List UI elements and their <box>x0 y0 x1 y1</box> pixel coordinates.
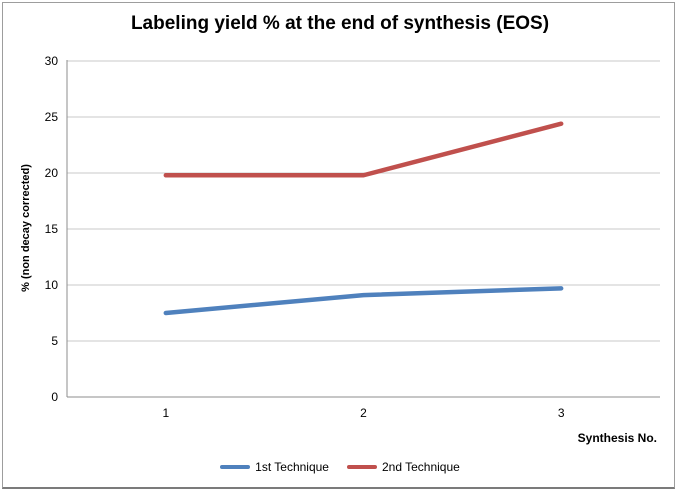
legend: 1st Technique 2nd Technique <box>0 458 680 476</box>
legend-line-swatch <box>346 465 377 469</box>
y-tick-label: 10 <box>44 278 58 292</box>
x-tick-label: 1 <box>162 406 170 420</box>
series-line-2nd-technique <box>163 121 564 178</box>
legend-line-swatch <box>220 465 251 469</box>
y-tick-label: 5 <box>51 334 58 348</box>
x-tick-label: 2 <box>360 406 367 420</box>
legend-label: 2nd Technique <box>381 460 460 474</box>
y-tick-label: 30 <box>44 54 58 68</box>
legend-label: 1st Technique <box>255 460 329 474</box>
y-tick-label: 20 <box>44 166 58 180</box>
y-tick-label: 0 <box>51 390 58 404</box>
legend-item-2nd-technique: 2nd Technique <box>346 460 460 474</box>
y-tick-label: 25 <box>44 110 58 124</box>
y-tick-label: 15 <box>44 222 58 236</box>
x-tick-label: 3 <box>557 406 565 420</box>
legend-item-1st-technique: 1st Technique <box>220 460 329 474</box>
x-axis-title: Synthesis No. <box>577 431 657 445</box>
series-line-1st-technique <box>163 286 564 316</box>
chart-title: Labeling yield % at the end of synthesis… <box>130 13 550 34</box>
